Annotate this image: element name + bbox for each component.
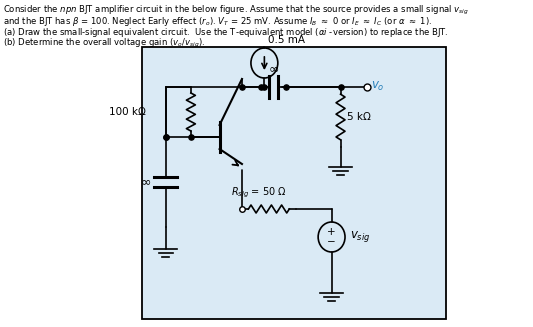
- Text: $v_{sig}$: $v_{sig}$: [350, 230, 370, 245]
- Text: −: −: [327, 237, 336, 247]
- Text: 0.5 mA: 0.5 mA: [268, 35, 305, 45]
- Bar: [142, 47, 446, 319]
- Text: $\infty$: $\infty$: [140, 176, 151, 188]
- Text: $\infty$: $\infty$: [268, 62, 279, 75]
- Text: +: +: [327, 227, 336, 237]
- Text: 100 kΩ: 100 kΩ: [109, 107, 146, 117]
- Text: (b) Determine the overall voltage gain ($v_o$/$v_{sig}$).: (b) Determine the overall voltage gain (…: [3, 37, 205, 50]
- Text: Consider the $\it{npn}$ BJT amplifier circuit in the below figure. Assume that t: Consider the $\it{npn}$ BJT amplifier ci…: [3, 4, 469, 17]
- Text: 5 kΩ: 5 kΩ: [347, 112, 370, 122]
- Text: $R_{sig}$ = 50 $\Omega$: $R_{sig}$ = 50 $\Omega$: [231, 186, 287, 200]
- Text: and the BJT has $\beta$ = 100. Neglect Early effect ($r_o$). $V_T$ = 25 mV. Assu: and the BJT has $\beta$ = 100. Neglect E…: [3, 15, 432, 28]
- Text: $v_o$: $v_o$: [371, 79, 385, 93]
- Text: (a) Draw the small-signal equivalent circuit.  Use the T-equivalent model ($\alp: (a) Draw the small-signal equivalent cir…: [3, 26, 448, 39]
